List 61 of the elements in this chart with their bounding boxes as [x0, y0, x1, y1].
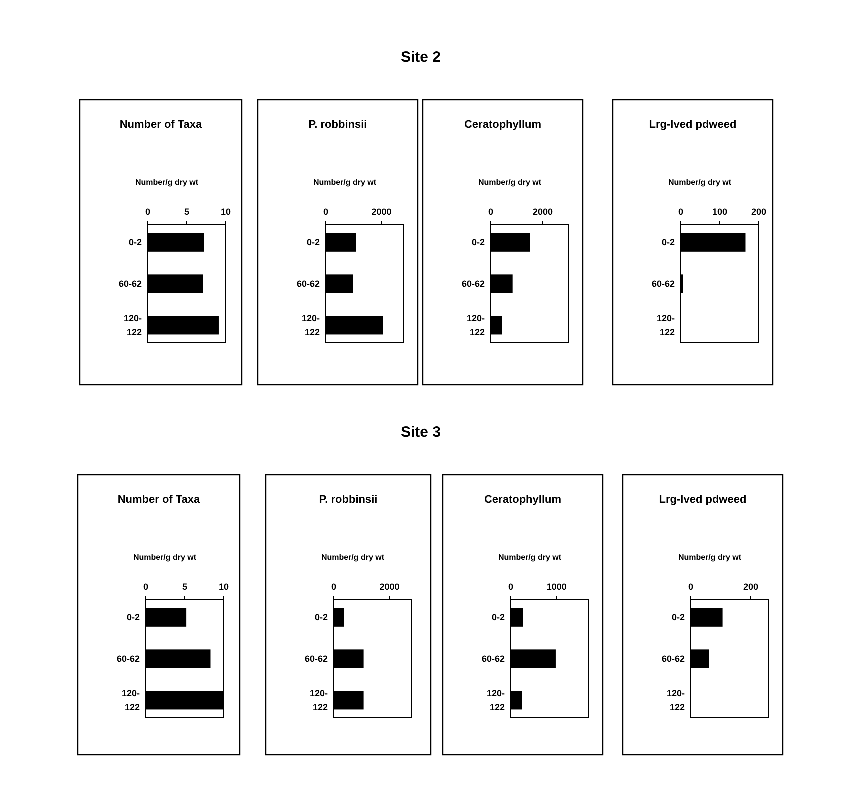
- chart-title: Lrg-lved pdweed: [649, 119, 737, 131]
- chart-title: Ceratophyllum: [484, 494, 562, 506]
- x-tick-label: 0: [143, 582, 149, 592]
- x-tick-label: 10: [220, 207, 232, 217]
- y-tick-label: 60-62: [662, 654, 685, 664]
- x-tick-label: 0: [331, 582, 337, 592]
- x-tick-label: 0: [678, 207, 684, 217]
- y-tick-label: 120-122: [486, 688, 505, 712]
- y-tick-label: 60-62: [296, 279, 320, 289]
- x-tick-label: 2000: [372, 207, 392, 217]
- y-tick-label: 60-62: [304, 654, 328, 664]
- chart-title: Number of Taxa: [120, 119, 204, 131]
- x-axis-title: Number/g dry wt: [313, 178, 377, 187]
- y-tick-label: 60-62: [462, 279, 485, 289]
- x-axis-title: Number/g dry wt: [498, 553, 562, 562]
- y-tick-label: 120-122: [666, 688, 685, 712]
- x-tick-label: 1000: [546, 582, 567, 592]
- y-tick-label: 0-2: [126, 612, 140, 623]
- text: Site 3: [400, 424, 442, 441]
- x-tick-label: 5: [184, 207, 190, 217]
- text: Site 2: [400, 49, 442, 66]
- x-tick-label: 0: [508, 582, 514, 592]
- x-axis-title: Number/g dry wt: [135, 178, 199, 187]
- x-axis-title: Number/g dry wt: [478, 178, 542, 187]
- y-tick-label: 60-62: [482, 654, 505, 664]
- x-tick-label: 2000: [532, 207, 554, 217]
- y-tick-label: 0-2: [672, 612, 685, 623]
- x-tick-label: 10: [218, 582, 230, 592]
- chart-title: Ceratophyllum: [464, 119, 542, 131]
- y-tick-label: 0-2: [662, 238, 675, 248]
- x-tick-label: 0: [488, 207, 494, 217]
- x-axis-title: Number/g dry wt: [678, 553, 742, 562]
- chart-title: P. robbinsii: [319, 494, 378, 506]
- x-axis-title: Number/g dry wt: [321, 553, 385, 562]
- x-tick-label: 0: [145, 207, 151, 217]
- y-tick-label: 120-122: [302, 313, 320, 338]
- x-axis-title: Number/g dry wt: [668, 178, 732, 187]
- x-tick-label: 200: [743, 582, 759, 592]
- y-tick-label: 120-122: [124, 313, 142, 338]
- y-tick-label: 120-122: [466, 313, 485, 338]
- x-tick-label: 0: [323, 207, 329, 217]
- y-tick-label: 120-122: [122, 688, 140, 712]
- x-tick-label: 2000: [380, 582, 400, 592]
- y-tick-label: 60-62: [118, 279, 142, 289]
- x-tick-label: 0: [688, 582, 694, 592]
- chart-title: Lrg-lved pdweed: [659, 494, 747, 506]
- x-tick-label: 5: [182, 582, 188, 592]
- y-tick-label: 60-62: [652, 279, 675, 289]
- y-tick-label: 0-2: [128, 238, 142, 248]
- y-tick-label: 60-62: [116, 654, 140, 664]
- y-tick-label: 0-2: [306, 238, 320, 248]
- x-tick-label: 200: [751, 207, 767, 217]
- chart-title: Number of Taxa: [118, 494, 202, 506]
- y-tick-label: 0-2: [314, 612, 328, 623]
- y-tick-label: 0-2: [472, 238, 485, 248]
- x-tick-label: 100: [712, 207, 728, 217]
- y-tick-label: 120-122: [656, 313, 675, 338]
- y-tick-label: 0-2: [492, 612, 505, 623]
- x-axis-title: Number/g dry wt: [133, 553, 197, 562]
- y-tick-label: 120-122: [310, 688, 328, 712]
- chart-title: P. robbinsii: [308, 119, 368, 131]
